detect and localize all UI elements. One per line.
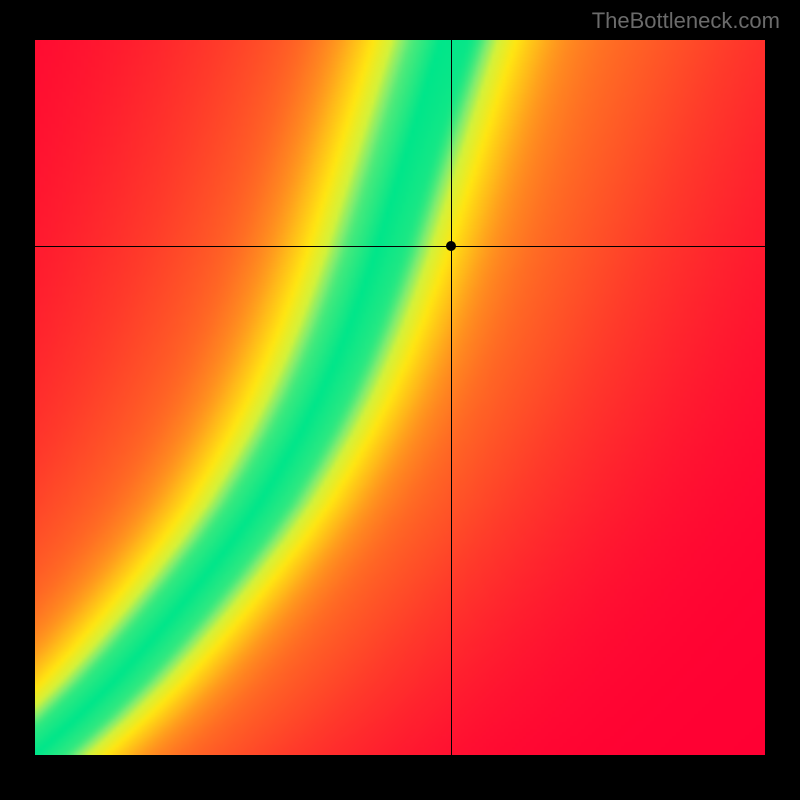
crosshair-marker [446,241,456,251]
crosshair-vertical [451,40,452,755]
watermark-text: TheBottleneck.com [592,8,780,34]
heatmap-canvas [35,40,765,755]
crosshair-horizontal [35,246,765,247]
heatmap-plot [35,40,765,755]
